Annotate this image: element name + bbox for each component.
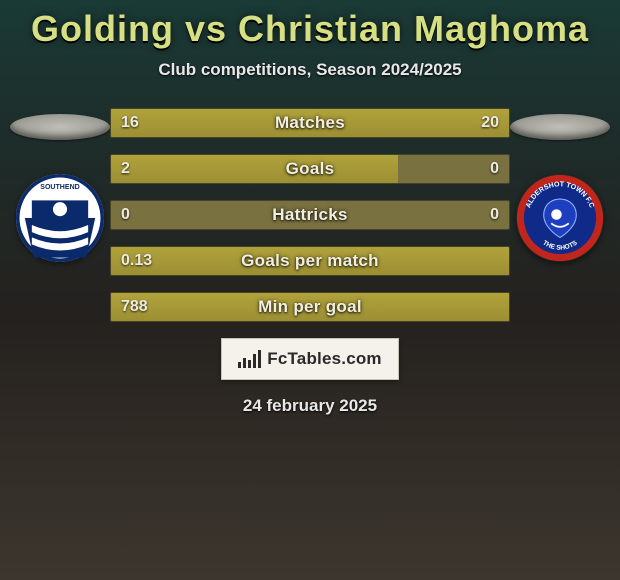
stat-label: Hattricks: [111, 201, 509, 229]
stat-row-goals: 20Goals: [110, 154, 510, 184]
stat-label: Goals per match: [111, 247, 509, 275]
brand-box: FcTables.com: [221, 338, 399, 380]
stat-label: Matches: [111, 109, 509, 137]
stat-bars: 1620Matches 20Goals 00Hattricks 0.13Goals p…: [110, 108, 510, 322]
brand-chart-icon: [238, 350, 261, 368]
left-player-column: SOUTHEND: [0, 108, 120, 262]
left-club-crest: SOUTHEND: [16, 174, 104, 262]
stat-row-goals-per-match: 0.13Goals per match: [110, 246, 510, 276]
crest-left-text: SOUTHEND: [40, 184, 79, 191]
comparison-area: SOUTHEND ALDERSHOT TOWN F.C: [0, 108, 620, 416]
stat-label: Min per goal: [111, 293, 509, 321]
left-player-oval: [10, 114, 110, 140]
stat-row-hattricks: 00Hattricks: [110, 200, 510, 230]
right-player-oval: [510, 114, 610, 140]
right-club-crest: ALDERSHOT TOWN F.C THE SHOTS: [516, 174, 604, 262]
brand-text: FcTables.com: [267, 349, 382, 369]
date-text: 24 february 2025: [0, 396, 620, 416]
stat-row-min-per-goal: 788Min per goal: [110, 292, 510, 322]
stat-row-matches: 1620Matches: [110, 108, 510, 138]
stat-label: Goals: [111, 155, 509, 183]
page-title: Golding vs Christian Maghoma: [0, 0, 620, 50]
right-player-column: ALDERSHOT TOWN F.C THE SHOTS: [500, 108, 620, 262]
subtitle: Club competitions, Season 2024/2025: [0, 60, 620, 80]
